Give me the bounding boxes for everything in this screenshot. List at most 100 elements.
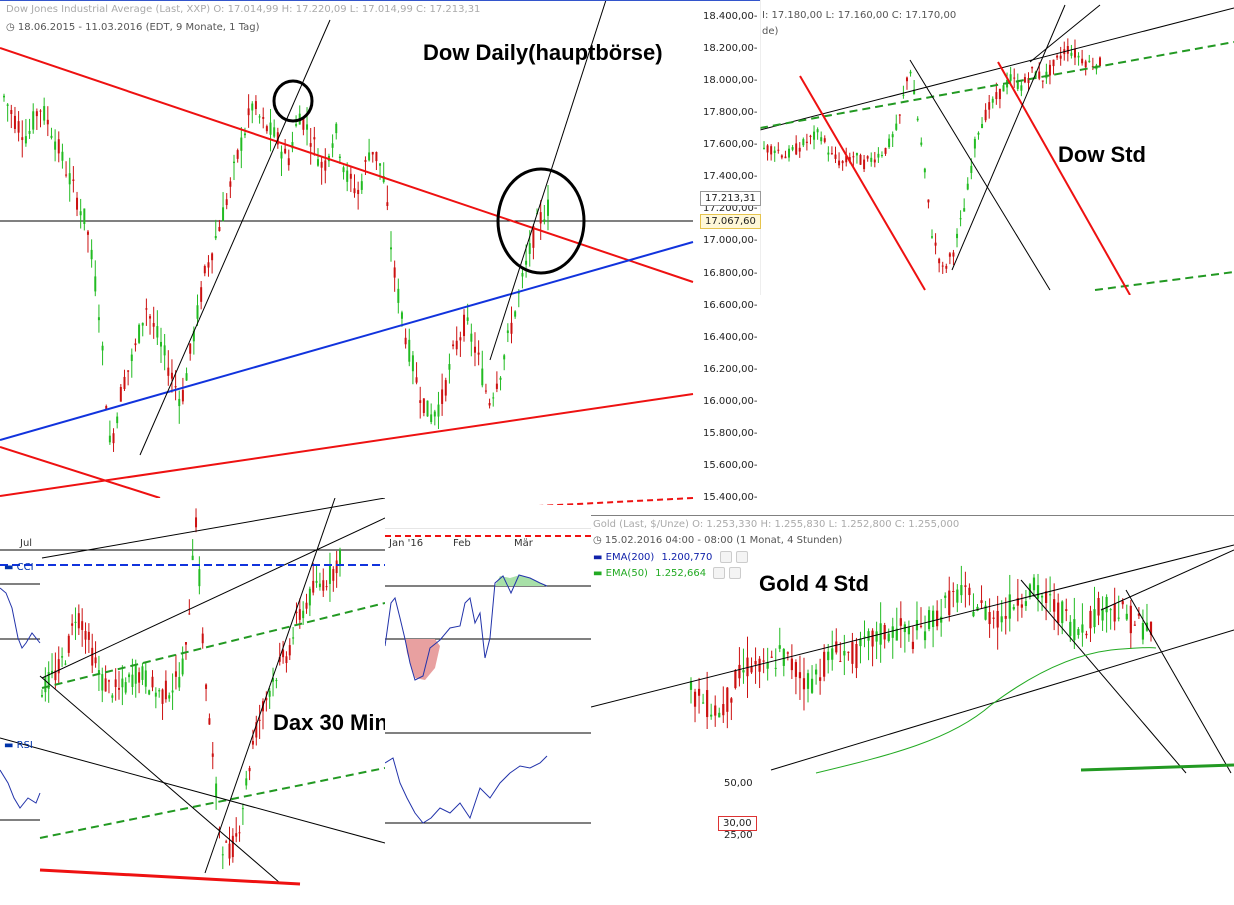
dow-daily-candle xyxy=(90,249,93,260)
dow-daily-candle xyxy=(455,340,458,350)
y-axis-label: 15.600,00- xyxy=(703,459,758,471)
gold-candle xyxy=(859,638,862,647)
dax-candle xyxy=(251,740,254,745)
gold-candle xyxy=(1137,613,1140,616)
dow-std-candle xyxy=(902,94,905,96)
gold-candle xyxy=(693,691,697,707)
dax-candle xyxy=(265,697,268,701)
dax-candle xyxy=(141,666,144,680)
gold-candle xyxy=(718,712,721,718)
dax-candle xyxy=(87,631,90,640)
gold-candle xyxy=(1077,629,1080,636)
dax-candle xyxy=(241,808,244,810)
dax-candle xyxy=(201,633,204,644)
close-icon[interactable] xyxy=(729,567,742,579)
dow-daily-candle xyxy=(97,317,100,321)
dax-candle xyxy=(71,623,74,626)
dow-daily-candle xyxy=(313,137,316,140)
std-trend-red-2 xyxy=(997,61,1131,295)
dax-candle xyxy=(228,843,231,859)
gold-candle xyxy=(762,660,765,662)
dax-candle xyxy=(322,580,325,591)
dax-candle xyxy=(97,670,100,675)
dow-std-candle xyxy=(805,141,808,143)
gold-candle xyxy=(1008,594,1011,619)
dax-candle xyxy=(181,658,184,675)
dax-candle xyxy=(174,671,177,677)
gold-candle xyxy=(944,595,947,598)
dow-daily-candle xyxy=(32,111,35,130)
dow-daily-candle xyxy=(386,202,389,206)
dow-daily-candle xyxy=(400,312,403,319)
dow-std-candle xyxy=(898,114,901,116)
rsi-curve xyxy=(0,769,41,809)
dow-std-candle xyxy=(995,92,998,100)
dow-daily-candle xyxy=(287,158,290,166)
dow-daily-header: Dow Jones Industrial Average (Last, XXP)… xyxy=(6,4,481,15)
gold-candle xyxy=(932,610,935,628)
dow-daily-candle xyxy=(338,156,341,158)
dax-candle xyxy=(255,722,258,738)
dow-daily-candle xyxy=(269,122,272,135)
close-icon[interactable] xyxy=(735,551,748,563)
dax-candle xyxy=(138,672,141,683)
dow-daily-candle xyxy=(506,330,509,334)
dow-std-header-suffix: de) xyxy=(762,26,779,37)
y-axis-label: 16.000,00- xyxy=(703,395,758,407)
dax-candle xyxy=(184,642,187,645)
gold-rsi-25: 25,00 xyxy=(724,830,753,841)
gold-candle xyxy=(750,666,753,673)
dow-daily-candle xyxy=(79,211,82,216)
dax-candle xyxy=(144,670,147,687)
y-axis-label: 17.800,00- xyxy=(703,107,758,119)
dow-daily-candle xyxy=(218,226,221,232)
settings-icon[interactable] xyxy=(713,567,726,579)
dax-candle xyxy=(225,841,228,843)
dow-daily-candle xyxy=(309,143,312,147)
dow-daily-candle xyxy=(342,167,345,173)
std-trend-green-lower xyxy=(1094,271,1234,291)
dow-std-candle xyxy=(998,88,1001,100)
dow-daily-candle xyxy=(39,110,42,112)
dax-title: Dax 30 Min xyxy=(273,710,385,735)
dax-candle xyxy=(81,621,84,630)
dax-candle xyxy=(231,835,234,858)
gold-header: Gold (Last, $/Unze) O: 1.253,330 H: 1.25… xyxy=(593,519,960,530)
dax-candle xyxy=(158,690,161,692)
gold-candle xyxy=(1020,604,1023,608)
dow-daily-candle xyxy=(473,346,476,353)
dow-std-candle xyxy=(973,138,976,149)
dow-daily-candle xyxy=(13,115,16,129)
dow-daily-candle xyxy=(397,288,400,303)
dow-std-candle xyxy=(891,134,894,138)
dow-std-candle xyxy=(780,155,783,158)
dow-daily-candle xyxy=(200,287,203,302)
dow-std-candle xyxy=(1045,71,1048,79)
dow-daily-candle xyxy=(28,130,31,134)
dow-std-candle xyxy=(827,152,830,155)
gold-panel: Gold (Last, $/Unze) O: 1.253,330 H: 1.25… xyxy=(591,515,1234,775)
dow-std-candle xyxy=(777,149,780,151)
dow-daily-chart xyxy=(0,0,760,505)
settings-icon[interactable] xyxy=(719,551,732,563)
dax-candle xyxy=(308,588,311,606)
dow-std-candle xyxy=(1070,52,1073,56)
dax-candle xyxy=(282,649,285,658)
dow-daily-candle xyxy=(247,108,250,116)
dow-std-candle xyxy=(1084,61,1087,68)
dow-daily-candle xyxy=(291,142,294,149)
gold-candle xyxy=(726,687,729,712)
gold-candle xyxy=(1117,617,1120,619)
dow-std-candle xyxy=(952,252,955,257)
dow-std-candle xyxy=(766,145,769,153)
dow-std-candle xyxy=(981,123,984,129)
dax-candle xyxy=(208,718,211,725)
gold-candle xyxy=(1024,601,1028,606)
dow-daily-candle xyxy=(174,386,177,388)
dow-std-candle xyxy=(931,236,933,238)
dow-std-candle xyxy=(795,143,798,155)
ema50-line xyxy=(815,647,1157,774)
dow-daily-candle xyxy=(316,159,319,166)
dow-std-candle xyxy=(809,135,812,138)
dow-daily-candle xyxy=(236,150,239,159)
